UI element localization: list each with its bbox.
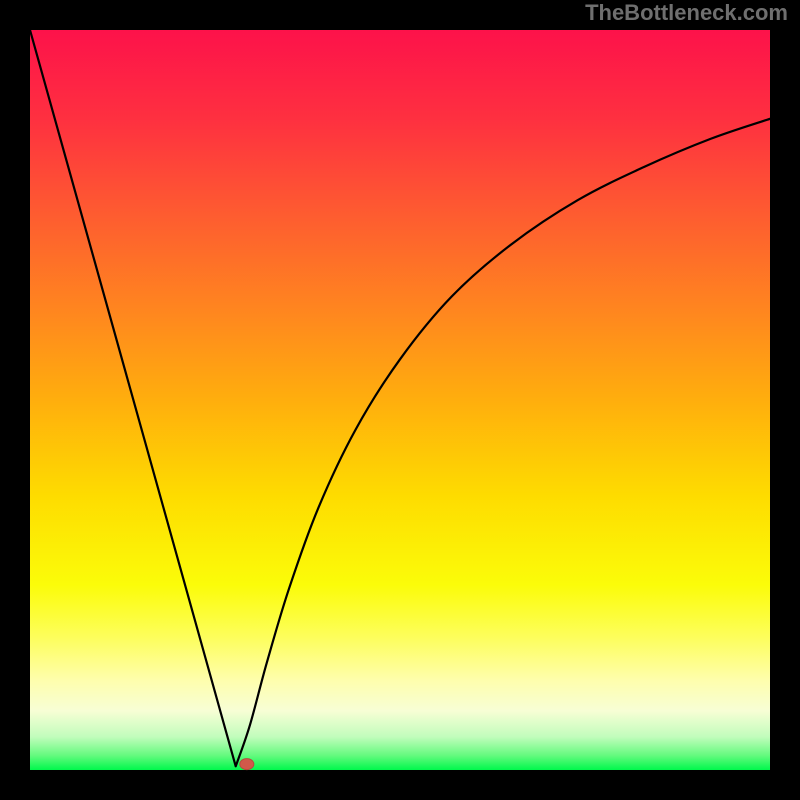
chart-container: TheBottleneck.com bbox=[0, 0, 800, 800]
watermark-text: TheBottleneck.com bbox=[585, 0, 788, 26]
plot-gradient-background bbox=[30, 30, 770, 770]
